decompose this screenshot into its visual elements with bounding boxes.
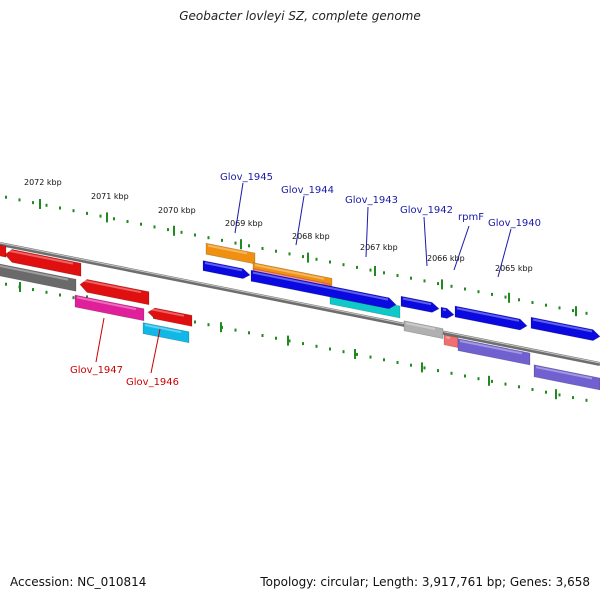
gene-block-red-shine: [6, 249, 74, 265]
kbp-label: 2070 kbp: [158, 206, 196, 215]
gene-block-red: [79, 279, 150, 306]
gene-block-magenta-shine: [76, 296, 137, 311]
gene-label-glov-1947[interactable]: Glov_1947: [70, 365, 123, 376]
gene-label-glov-1944[interactable]: Glov_1944: [281, 185, 334, 196]
gene-label-glov-1942[interactable]: Glov_1942: [400, 205, 453, 216]
leader-line: [497, 228, 512, 278]
gene-block-grey-shine: [0, 264, 69, 281]
gene-block-grey: [403, 320, 444, 339]
gene-block-blue: [250, 269, 397, 310]
gene-block-grey: [0, 263, 77, 292]
gene-block-red: [147, 307, 193, 327]
scale-ticks: [5, 195, 588, 402]
gene-block-blue-shine: [442, 308, 447, 312]
kbp-label: 2072 kbp: [24, 178, 62, 187]
leader-line: [295, 195, 305, 246]
gene-label-glov-1940[interactable]: Glov_1940: [488, 218, 541, 229]
kbp-label: 2067 kbp: [360, 243, 398, 252]
leader-line: [95, 317, 105, 363]
kbp-label: 2068 kbp: [292, 232, 330, 241]
gene-block-orange-shine: [254, 264, 325, 280]
leader-line: [234, 182, 244, 234]
gene-block-red: [0, 244, 7, 258]
gene-label-glov-1945[interactable]: Glov_1945: [220, 172, 273, 183]
leader-line: [365, 206, 369, 258]
leader-line: [453, 225, 470, 271]
accession-text: Accession: NC_010814: [10, 575, 147, 589]
gene-block-blue: [400, 295, 440, 313]
gene-block-blue: [530, 316, 600, 341]
gene-block-red: [4, 249, 82, 277]
gene-label-rpmf[interactable]: rpmF: [458, 212, 484, 223]
gene-block-red-shine: [149, 308, 185, 317]
genome-backbone-highlight: [0, 242, 600, 364]
leader-line: [150, 328, 161, 374]
kbp-label: 2071 kbp: [91, 192, 129, 201]
kbp-label: 2065 kbp: [495, 264, 533, 273]
gene-block-blue: [202, 260, 251, 279]
gene-block-blue: [454, 305, 528, 331]
gene-label-glov-1946[interactable]: Glov_1946: [126, 377, 179, 388]
page-title: Geobacter lovleyi SZ, complete genome: [179, 9, 421, 23]
gene-features: [0, 242, 600, 391]
gene-label-glov-1943[interactable]: Glov_1943: [345, 195, 398, 206]
leader-line: [423, 216, 428, 267]
gene-block-cyan-shine: [144, 324, 182, 334]
gene-block-blue-shine: [204, 262, 243, 272]
gene-block-blue-shine: [456, 307, 520, 322]
gene-block-blue-shine: [532, 318, 593, 333]
kbp-scale-labels: 2072 kbp 2071 kbp 2070 kbp 2069 kbp 2068…: [24, 178, 533, 273]
genome-backbone: [0, 242, 600, 366]
genome-summary-text: Topology: circular; Length: 3,917,761 bp…: [260, 575, 590, 589]
gene-block-grey-shine: [405, 322, 436, 330]
gene-block-cyan: [142, 322, 190, 344]
gene-block-orange-shine: [207, 244, 248, 255]
kbp-label: 2069 kbp: [225, 219, 263, 228]
gene-block-purple: [533, 364, 600, 391]
gene-labels: Glov_1945 Glov_1944 Glov_1943 Glov_1942 …: [70, 172, 541, 388]
gene-block-salmon-shine: [445, 336, 451, 339]
gene-block-blue-shine: [252, 271, 389, 301]
gene-block-purple-shine: [535, 366, 593, 380]
gene-block-blue: [440, 306, 455, 319]
gene-block-red-shine: [81, 279, 142, 294]
gene-block-purple-shine: [459, 340, 523, 355]
kbp-label: 2066 kbp: [427, 254, 465, 263]
gene-block-blue-shine: [402, 297, 432, 306]
gene-block-purple: [457, 338, 531, 366]
gene-block-magenta: [74, 294, 145, 322]
